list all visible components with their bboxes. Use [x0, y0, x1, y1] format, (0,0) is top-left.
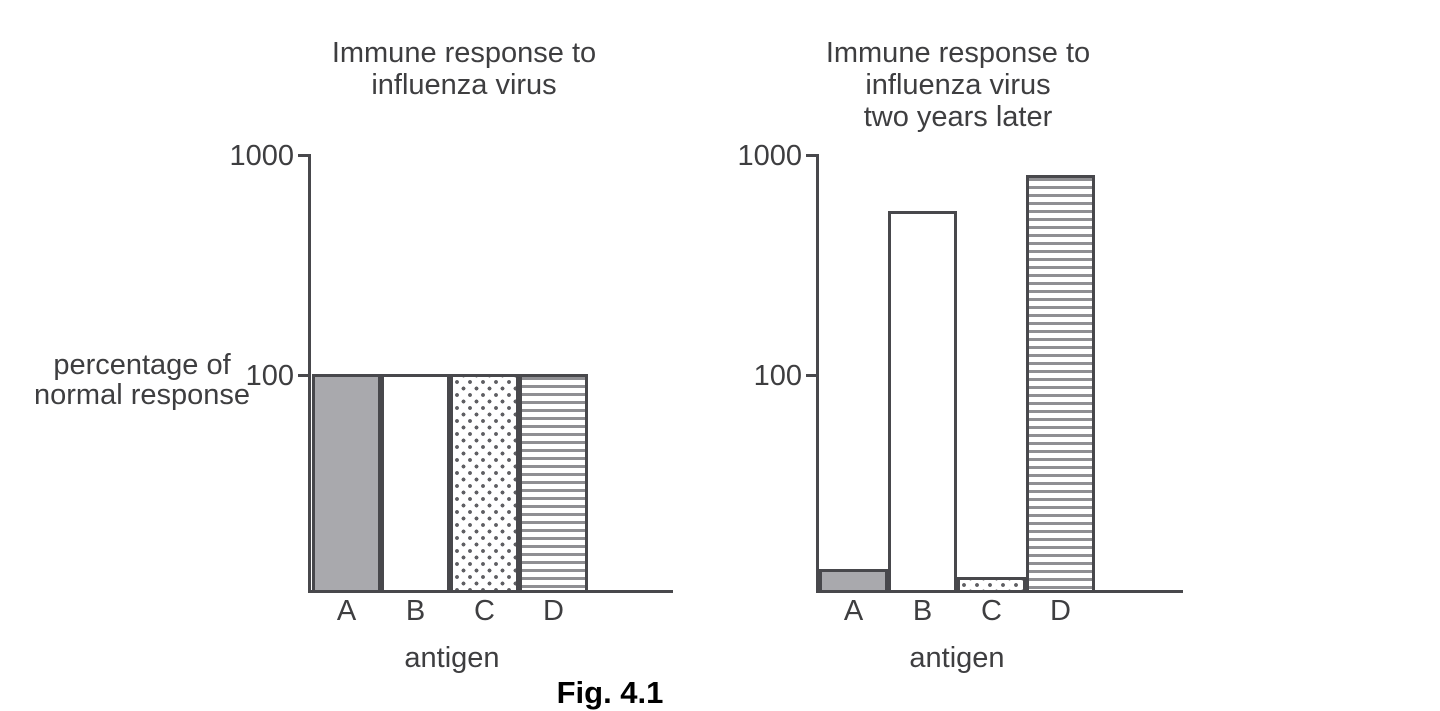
bar-b [888, 211, 957, 593]
figure-caption: Fig. 4.1 [556, 675, 664, 710]
y-axis-tick-label: 1000 [737, 140, 802, 172]
x-category-label: A [843, 595, 864, 627]
chart-title: Immune response to influenza virus [244, 37, 684, 101]
x-axis-title: antigen [404, 642, 500, 674]
x-category-label: C [474, 595, 495, 627]
bar-a [312, 374, 381, 593]
chart-title: Immune response to influenza virus two yea… [738, 37, 1178, 133]
x-category-label: D [543, 595, 564, 627]
x-category-label: C [981, 595, 1002, 627]
y-axis-tick-label: 100 [753, 360, 802, 392]
x-category-label: A [336, 595, 357, 627]
chart-title-line: two years later [863, 101, 1053, 133]
y-axis-tick [806, 374, 816, 377]
y-axis-line [816, 154, 819, 593]
bar-a [819, 569, 888, 593]
chart-title-line: Immune response to [331, 37, 597, 69]
chart-title-line: Immune response to [825, 37, 1091, 69]
x-axis-title: antigen [909, 642, 1005, 674]
y-axis-title: percentage of normal response [7, 350, 277, 410]
y-axis-title-line: percentage of [53, 349, 231, 381]
y-axis-tick [298, 374, 308, 377]
y-axis-line [308, 154, 311, 593]
y-axis-tick [806, 154, 816, 157]
x-category-label: B [912, 595, 933, 627]
x-category-label: B [405, 595, 426, 627]
y-axis-tick-label: 100 [245, 360, 294, 392]
bar-b [381, 374, 450, 593]
y-axis-title-line: normal response [34, 379, 250, 411]
bar-d [1026, 175, 1095, 593]
y-axis-tick-label: 1000 [229, 140, 294, 172]
x-category-label: D [1050, 595, 1071, 627]
bar-d [519, 374, 588, 593]
chart-title-line: influenza virus [865, 69, 1051, 101]
bar-c [957, 577, 1026, 593]
chart-title-line: influenza virus [371, 69, 557, 101]
y-axis-tick [298, 154, 308, 157]
bar-c [450, 374, 519, 593]
